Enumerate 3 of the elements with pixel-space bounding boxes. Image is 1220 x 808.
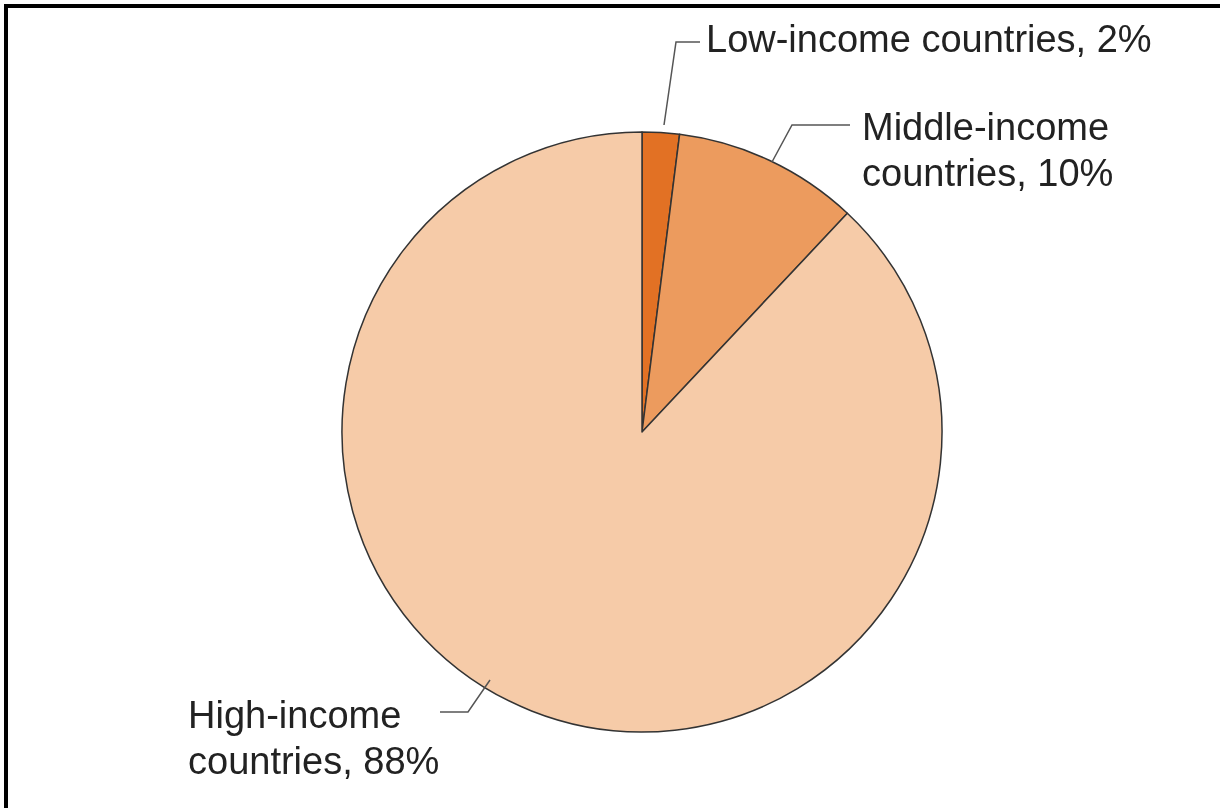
slice-label: High-income countries, 88% bbox=[188, 694, 440, 782]
slice-label: Low-income countries, 2% bbox=[706, 18, 1152, 60]
slice-label: Middle-income countries, 10% bbox=[862, 106, 1114, 194]
